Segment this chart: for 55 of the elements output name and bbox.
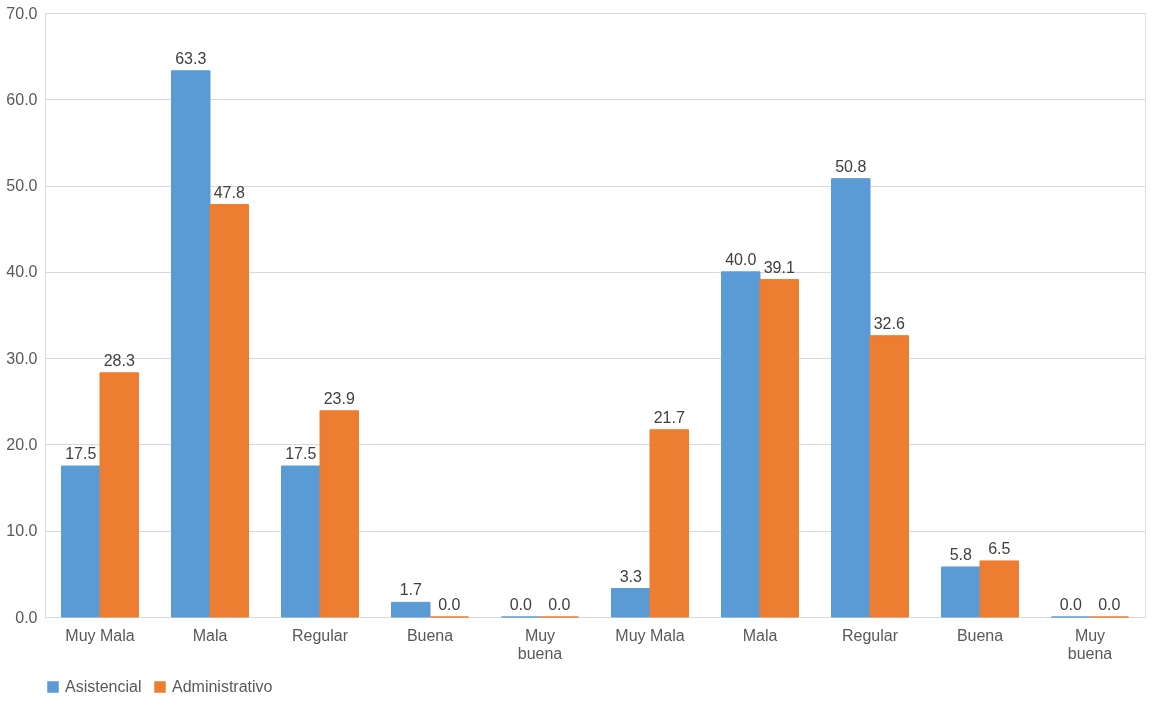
- x-tick-label: Mala: [192, 626, 228, 644]
- x-tick-label: Mala: [742, 626, 778, 644]
- data-label: 40.0: [725, 250, 757, 268]
- legend-label: Asistencial: [65, 678, 142, 695]
- data-label: 0.0: [548, 596, 571, 613]
- y-tick-label: 60.0: [6, 90, 38, 108]
- data-label: 63.3: [175, 49, 207, 67]
- x-tick-label: Regular: [291, 626, 349, 644]
- x-tick-label: Regular: [841, 626, 899, 644]
- x-tick-label: Buena: [956, 626, 1004, 644]
- data-label: 17.5: [285, 445, 317, 462]
- bar: [979, 560, 1019, 618]
- bar: [831, 178, 871, 618]
- x-tick-label: Muy Mala: [65, 626, 135, 644]
- data-label: 28.3: [103, 351, 135, 369]
- data-label: 0.0: [1098, 596, 1121, 613]
- data-label: 0.0: [438, 596, 461, 613]
- x-tick-label: Muy buena: [517, 626, 563, 662]
- y-tick-label: 70.0: [6, 4, 38, 22]
- y-tick-label: 10.0: [6, 522, 38, 540]
- data-label: 21.7: [653, 408, 685, 426]
- data-label: 50.8: [835, 157, 867, 175]
- data-label: 0.0: [509, 596, 532, 613]
- bar: [649, 429, 689, 618]
- data-label: 23.9: [323, 389, 355, 407]
- bar: [391, 601, 431, 618]
- y-tick-label: 30.0: [6, 349, 38, 367]
- data-label: 32.6: [873, 314, 905, 332]
- bar: [941, 566, 981, 618]
- x-tick-label: Muy buena: [1067, 626, 1113, 662]
- y-tick-label: 20.0: [6, 435, 38, 453]
- y-tick-label: 40.0: [6, 263, 38, 281]
- data-label: 39.1: [763, 258, 795, 276]
- bar: [209, 204, 249, 618]
- data-label: 17.5: [65, 445, 97, 462]
- data-label: 47.8: [213, 183, 245, 201]
- bar: [611, 588, 651, 618]
- y-tick-label: 0.0: [15, 608, 38, 626]
- bar: [759, 279, 799, 618]
- x-tick-label: Muy Mala: [615, 626, 685, 644]
- x-tick-label: Buena: [406, 626, 454, 644]
- bar: [319, 410, 359, 618]
- data-label: 1.7: [399, 581, 422, 599]
- legend-label: Administrativo: [172, 678, 273, 695]
- data-label: 6.5: [988, 539, 1011, 557]
- bar: [869, 335, 909, 618]
- data-label: 3.3: [619, 567, 642, 585]
- bar: [61, 465, 101, 618]
- data-label: 0.0: [1059, 596, 1082, 613]
- bar: [281, 465, 321, 618]
- bar: [99, 372, 139, 618]
- bar: [721, 271, 761, 618]
- y-tick-label: 50.0: [6, 177, 38, 195]
- bar: [171, 70, 211, 618]
- data-label: 5.8: [949, 545, 972, 563]
